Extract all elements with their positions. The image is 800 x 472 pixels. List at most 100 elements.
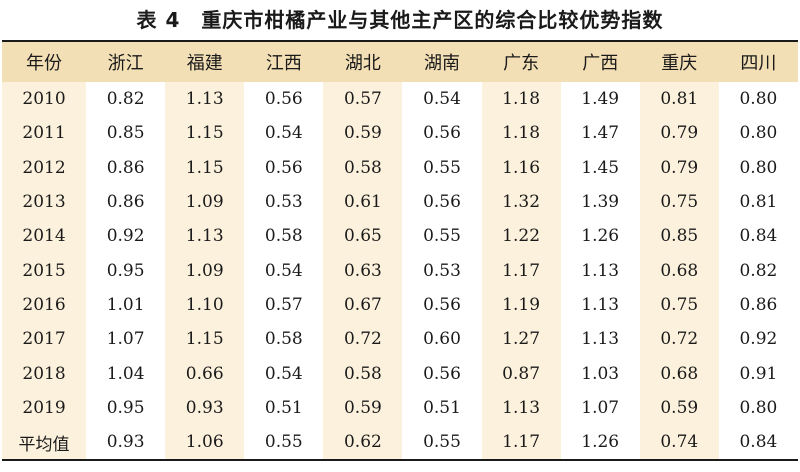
cell-jiangxi: 0.55 bbox=[244, 424, 324, 460]
cell-jiangxi: 0.53 bbox=[244, 184, 324, 220]
top-rule bbox=[2, 40, 798, 42]
cell-year: 2014 bbox=[2, 219, 87, 254]
cell-chongqing: 0.72 bbox=[639, 322, 719, 357]
cell-hunan: 0.56 bbox=[402, 116, 482, 151]
cell-year: 2019 bbox=[2, 390, 87, 425]
cell-sichuan: 0.82 bbox=[718, 253, 798, 288]
cell-year: 2018 bbox=[2, 356, 87, 391]
table-row: 2019 0.95 0.93 0.51 0.59 0.51 1.13 1.07 0.59 0.80 bbox=[2, 390, 798, 425]
cell-chongqing: 0.75 bbox=[639, 184, 719, 220]
cell-guangxi: 1.07 bbox=[560, 390, 640, 425]
cell-jiangxi: 0.57 bbox=[244, 287, 324, 323]
table-title: 表 4 重庆市柑橘产业与其他主产区的综合比较优势指数 bbox=[136, 8, 664, 32]
cell-guangdong: 1.18 bbox=[481, 82, 561, 117]
cell-chongqing: 0.75 bbox=[639, 287, 719, 323]
cell-guangdong: 1.17 bbox=[481, 253, 561, 288]
cell-guangdong: 1.17 bbox=[481, 424, 561, 460]
cell-hubei: 0.67 bbox=[323, 287, 403, 323]
cell-fujian: 1.10 bbox=[165, 287, 245, 323]
cell-fujian: 1.15 bbox=[165, 322, 245, 357]
cell-fujian: 1.15 bbox=[165, 150, 245, 185]
header-hunan: 湖南 bbox=[402, 42, 482, 82]
cell-guangdong: 1.16 bbox=[481, 150, 561, 185]
cell-fujian: 0.66 bbox=[165, 356, 245, 391]
cell-hubei: 0.58 bbox=[323, 150, 403, 185]
cell-guangxi: 1.13 bbox=[560, 322, 640, 357]
cell-zhejiang: 0.95 bbox=[86, 253, 166, 288]
cell-hubei: 0.59 bbox=[323, 116, 403, 151]
cell-zhejiang: 0.86 bbox=[86, 150, 166, 185]
cell-year: 2015 bbox=[2, 253, 87, 288]
header-guangxi: 广西 bbox=[560, 42, 640, 82]
comparative-advantage-table: 年份 浙江 福建 江西 湖北 湖南 广东 广西 重庆 四川 2010 0.82 1.… bbox=[2, 42, 798, 460]
cell-chongqing: 0.79 bbox=[639, 116, 719, 151]
cell-sichuan: 0.86 bbox=[718, 287, 798, 323]
cell-hubei: 0.63 bbox=[323, 253, 403, 288]
cell-hubei: 0.72 bbox=[323, 322, 403, 357]
cell-guangxi: 1.13 bbox=[560, 253, 640, 288]
header-hubei: 湖北 bbox=[323, 42, 403, 82]
cell-chongqing: 0.59 bbox=[639, 390, 719, 425]
cell-chongqing: 0.68 bbox=[639, 356, 719, 391]
header-jiangxi: 江西 bbox=[244, 42, 324, 82]
header-zhejiang: 浙江 bbox=[86, 42, 166, 82]
cell-hunan: 0.56 bbox=[402, 356, 482, 391]
cell-chongqing: 0.79 bbox=[639, 150, 719, 185]
cell-jiangxi: 0.54 bbox=[244, 356, 324, 391]
cell-hubei: 0.59 bbox=[323, 390, 403, 425]
cell-hunan: 0.55 bbox=[402, 424, 482, 460]
cell-sichuan: 0.84 bbox=[718, 424, 798, 460]
cell-sichuan: 0.80 bbox=[718, 116, 798, 151]
cell-guangdong: 1.13 bbox=[481, 390, 561, 425]
cell-guangdong: 1.27 bbox=[481, 322, 561, 357]
cell-zhejiang: 1.07 bbox=[86, 322, 166, 357]
table-row: 2010 0.82 1.13 0.56 0.57 0.54 1.18 1.49 0.81 0.80 bbox=[2, 82, 798, 117]
cell-year: 平均值 bbox=[2, 424, 87, 460]
cell-chongqing: 0.85 bbox=[639, 219, 719, 254]
cell-jiangxi: 0.56 bbox=[244, 82, 324, 117]
cell-year: 2010 bbox=[2, 82, 87, 117]
cell-fujian: 1.13 bbox=[165, 219, 245, 254]
cell-guangdong: 1.19 bbox=[481, 287, 561, 323]
cell-sichuan: 0.80 bbox=[718, 82, 798, 117]
cell-hunan: 0.55 bbox=[402, 219, 482, 254]
cell-guangxi: 1.03 bbox=[560, 356, 640, 391]
cell-fujian: 0.93 bbox=[165, 390, 245, 425]
table-row: 2011 0.85 1.15 0.54 0.59 0.56 1.18 1.47 0.79 0.80 bbox=[2, 116, 798, 151]
table-body: 2010 0.82 1.13 0.56 0.57 0.54 1.18 1.49 0.81 0.80… bbox=[2, 82, 798, 460]
cell-fujian: 1.09 bbox=[165, 184, 245, 220]
header-year: 年份 bbox=[2, 42, 87, 82]
cell-hubei: 0.61 bbox=[323, 184, 403, 220]
cell-zhejiang: 0.85 bbox=[86, 116, 166, 151]
cell-guangdong: 1.32 bbox=[481, 184, 561, 220]
cell-zhejiang: 1.01 bbox=[86, 287, 166, 323]
cell-guangxi: 1.47 bbox=[560, 116, 640, 151]
table-header: 年份 浙江 福建 江西 湖北 湖南 广东 广西 重庆 四川 bbox=[2, 42, 798, 82]
cell-sichuan: 0.80 bbox=[718, 150, 798, 185]
cell-guangxi: 1.26 bbox=[560, 219, 640, 254]
cell-jiangxi: 0.51 bbox=[244, 390, 324, 425]
cell-guangxi: 1.49 bbox=[560, 82, 640, 117]
cell-fujian: 1.13 bbox=[165, 82, 245, 117]
cell-sichuan: 0.92 bbox=[718, 322, 798, 357]
header-row: 年份 浙江 福建 江西 湖北 湖南 广东 广西 重庆 四川 bbox=[2, 42, 798, 82]
cell-zhejiang: 1.04 bbox=[86, 356, 166, 391]
cell-guangxi: 1.39 bbox=[560, 184, 640, 220]
cell-jiangxi: 0.58 bbox=[244, 219, 324, 254]
cell-sichuan: 0.91 bbox=[718, 356, 798, 391]
cell-year: 2017 bbox=[2, 322, 87, 357]
cell-hubei: 0.62 bbox=[323, 424, 403, 460]
cell-zhejiang: 0.82 bbox=[86, 82, 166, 117]
cell-jiangxi: 0.54 bbox=[244, 116, 324, 151]
cell-fujian: 1.06 bbox=[165, 424, 245, 460]
table-row: 2016 1.01 1.10 0.57 0.67 0.56 1.19 1.13 0.75 0.86 bbox=[2, 287, 798, 323]
cell-fujian: 1.15 bbox=[165, 116, 245, 151]
table-row: 平均值 0.93 1.06 0.55 0.62 0.55 1.17 1.26 0.74 0.84 bbox=[2, 424, 798, 460]
cell-hunan: 0.55 bbox=[402, 150, 482, 185]
cell-guangdong: 1.22 bbox=[481, 219, 561, 254]
cell-zhejiang: 0.86 bbox=[86, 184, 166, 220]
cell-jiangxi: 0.56 bbox=[244, 150, 324, 185]
table-row: 2018 1.04 0.66 0.54 0.58 0.56 0.87 1.03 0.68 0.91 bbox=[2, 356, 798, 391]
cell-jiangxi: 0.58 bbox=[244, 322, 324, 357]
cell-chongqing: 0.68 bbox=[639, 253, 719, 288]
